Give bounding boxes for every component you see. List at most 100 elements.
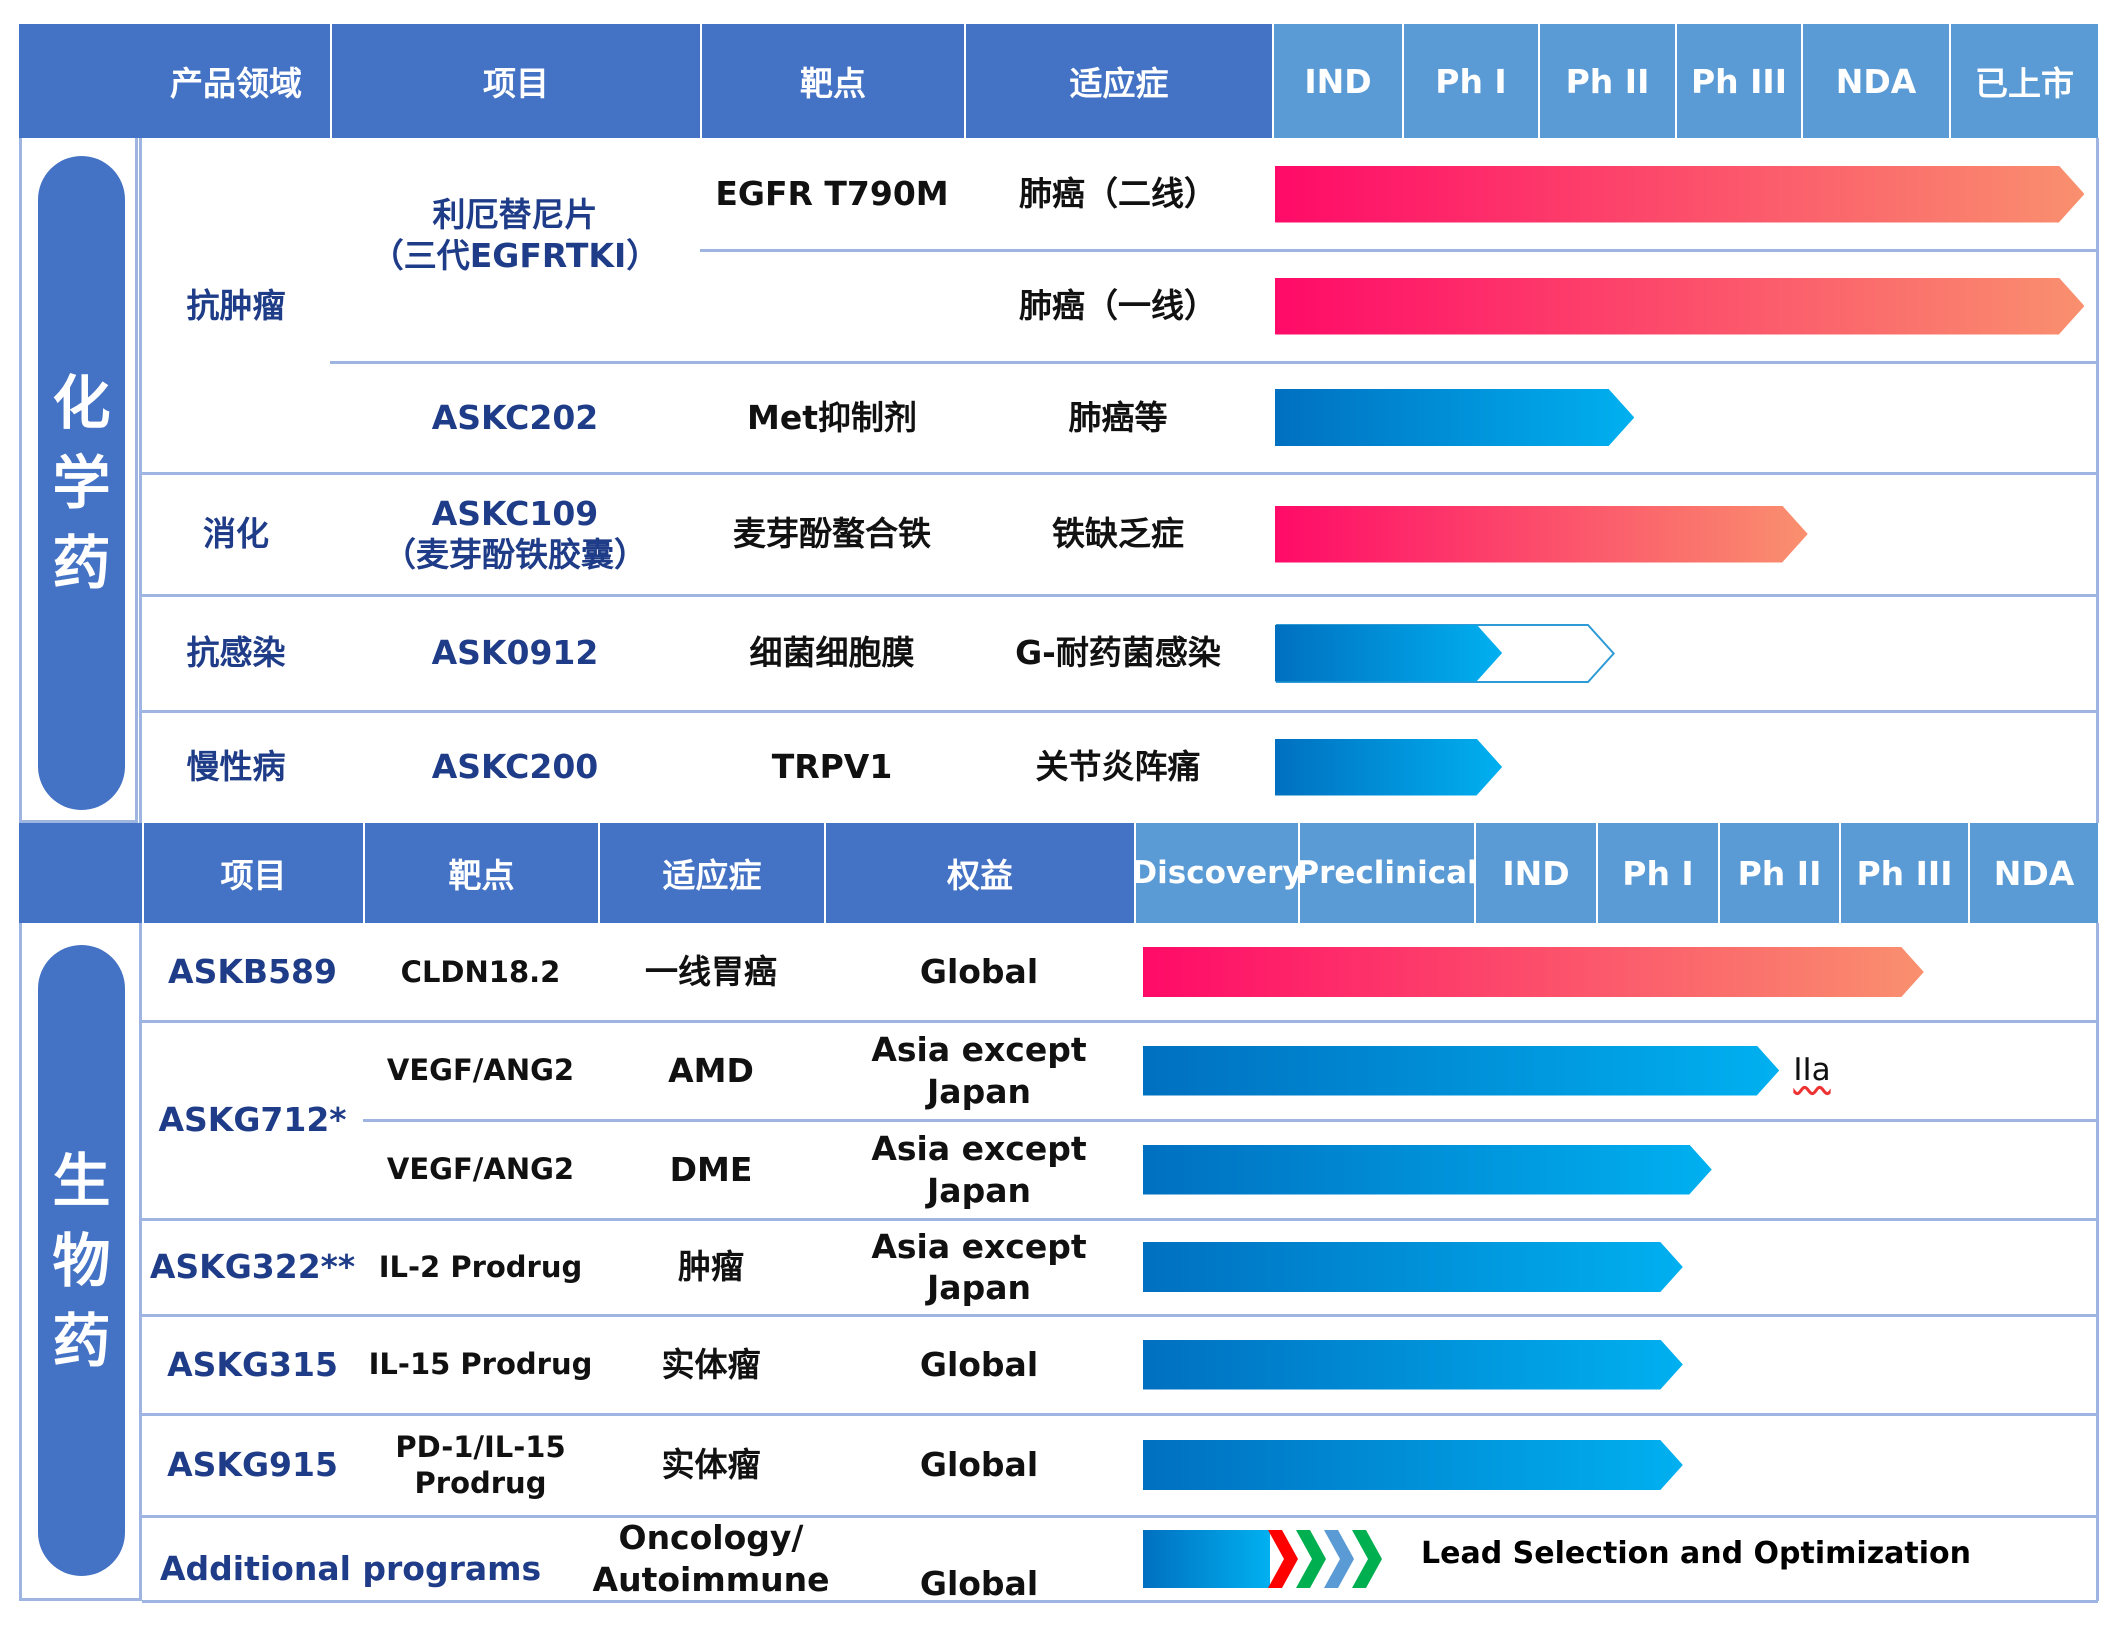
- indication: 实体瘤: [661, 1445, 761, 1485]
- bio-section-pill: 生物药: [38, 945, 125, 1576]
- divider: [363, 1119, 2098, 1122]
- target: VEGF/ANG2: [386, 1152, 575, 1187]
- item-name: ASKG322**: [149, 1247, 356, 1287]
- progress-bar: [1275, 624, 1503, 682]
- item-name: ASKC109 （麦芽酚铁胶囊）: [383, 493, 647, 574]
- chem-section-column: [19, 138, 138, 823]
- divider: [139, 138, 142, 823]
- bio-header-item: 项目: [142, 823, 363, 923]
- divider: [142, 710, 2098, 713]
- phase-header-preclinical: Preclinical: [1296, 823, 1478, 923]
- bio-header-target: 靶点: [363, 823, 598, 923]
- progress-bar: [1143, 1339, 1683, 1390]
- target: TRPV1: [771, 747, 893, 787]
- indication: DME: [669, 1149, 753, 1189]
- item-name: 利厄替尼片 （三代EGFRTKI）: [370, 194, 660, 275]
- bio-section-column: [19, 923, 142, 1601]
- rights: Global: [919, 952, 1039, 992]
- divider: [2096, 138, 2099, 823]
- phase-header-ph-i: Ph I: [1402, 24, 1538, 138]
- divider: [142, 472, 2098, 475]
- rights: Asia except Japan: [871, 1030, 1087, 1111]
- item-name: ASKC200: [431, 747, 599, 787]
- indication: 实体瘤: [661, 1344, 761, 1384]
- phase-header-ph-iii: Ph III: [1839, 823, 1968, 923]
- chevron-arrow-icon: [1296, 1529, 1326, 1588]
- divider: [142, 1413, 2098, 1416]
- rights: Asia except Japan: [871, 1129, 1087, 1210]
- category-digestive: 消化: [203, 514, 269, 554]
- rights: Global: [919, 1344, 1039, 1384]
- chevron-arrow-icon: [1324, 1529, 1354, 1588]
- progress-bar: [1143, 1242, 1683, 1292]
- indication: 一线胃癌: [645, 952, 777, 992]
- indication: Oncology/Autoimmune: [592, 1518, 830, 1599]
- target: IL-2 Prodrug: [378, 1249, 583, 1284]
- phase-header-nda: NDA: [1801, 24, 1949, 138]
- target: EGFR T790M: [715, 174, 949, 214]
- header-item: 项目: [330, 24, 700, 138]
- phase-header-ind: IND: [1272, 24, 1402, 138]
- indication: 关节炎阵痛: [1035, 747, 1201, 787]
- indication: 肺癌（二线）: [1019, 174, 1217, 214]
- target: 麦芽酚螯合铁: [733, 514, 931, 554]
- phase-header-ph-ii: Ph II: [1538, 24, 1675, 138]
- divider: [330, 361, 2098, 364]
- target: 细菌细胞膜: [749, 633, 915, 673]
- phase-header-ph-ii: Ph II: [1718, 823, 1839, 923]
- phase-header-discovery: Discovery: [1131, 823, 1303, 923]
- item-name: ASKG915: [167, 1445, 338, 1485]
- phase-header-ind: IND: [1474, 823, 1596, 923]
- phase-header-已上市: 已上市: [1949, 24, 2098, 138]
- divider: [142, 1020, 2098, 1023]
- chem-section-pill: 化学药: [38, 156, 125, 810]
- divider: [2096, 923, 2099, 1601]
- progress-bar: [1275, 277, 2085, 335]
- progress-bar: [1275, 165, 2085, 223]
- header-indication: 适应症: [964, 24, 1272, 138]
- divider: [700, 249, 2098, 252]
- progress-bar: [1275, 505, 1808, 563]
- indication: 肿瘤: [678, 1247, 744, 1287]
- target: CLDN18.2: [400, 954, 561, 989]
- header-category: 产品领域: [170, 64, 302, 103]
- item-name: Additional programs: [160, 1548, 542, 1588]
- rights: Global: [919, 1445, 1039, 1485]
- category-oncology: 抗肿瘤: [186, 285, 286, 325]
- phase-header-ph-i: Ph I: [1596, 823, 1718, 923]
- indication: 肺癌（一线）: [1019, 286, 1217, 326]
- progress-bar: [1143, 1144, 1712, 1195]
- item-name: ASK0912: [431, 633, 599, 673]
- target: IL-15 Prodrug: [368, 1347, 593, 1382]
- divider: [142, 1218, 2098, 1221]
- chem-section-label: 化学药: [52, 369, 111, 597]
- item-name: ASKG315: [167, 1344, 338, 1384]
- item-name: ASKC202: [431, 397, 599, 437]
- bio-header-indication: 适应症: [598, 823, 824, 923]
- divider: [142, 1314, 2098, 1317]
- indication: 肺癌等: [1068, 397, 1168, 437]
- target: VEGF/ANG2: [386, 1053, 575, 1088]
- progress-bar: [1143, 1045, 1780, 1096]
- indication: 铁缺乏症: [1052, 514, 1184, 554]
- progress-bar: [1143, 1529, 1270, 1588]
- status-text: Lead Selection and Optimization: [1421, 1535, 1971, 1571]
- progress-bar: [1275, 389, 1635, 446]
- category-chronic: 慢性病: [186, 747, 286, 787]
- indication: AMD: [668, 1050, 754, 1090]
- divider: [142, 1600, 2098, 1603]
- bio-section-label: 生物药: [52, 1146, 111, 1375]
- phase-header-ph-iii: Ph III: [1675, 24, 1801, 138]
- indication: G-耐药菌感染: [1015, 633, 1221, 673]
- item-name: ASKG712*: [158, 1100, 347, 1140]
- target: PD-1/IL-15 Prodrug: [395, 1429, 566, 1500]
- chevron-arrow-icon: [1352, 1529, 1382, 1588]
- progress-bar: [1143, 947, 1924, 997]
- bio-header-rights: 权益: [824, 823, 1134, 923]
- header-target: 靶点: [700, 24, 964, 138]
- divider: [142, 1515, 2098, 1518]
- chevron-arrow-icon: [1268, 1529, 1298, 1588]
- phase-note: IIa: [1793, 1052, 1831, 1089]
- divider: [142, 594, 2098, 597]
